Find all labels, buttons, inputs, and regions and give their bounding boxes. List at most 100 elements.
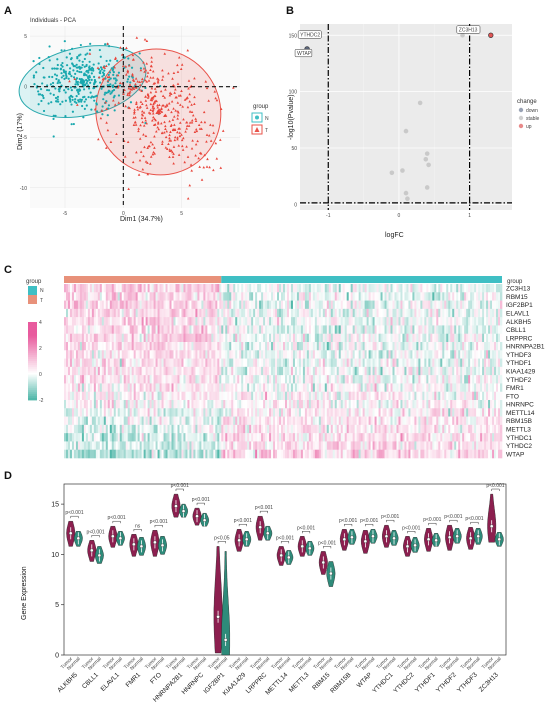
pca-point-n	[75, 101, 78, 105]
heatmap-cell	[193, 284, 196, 293]
pca-point-t	[139, 123, 142, 127]
color-scale-step	[28, 349, 37, 352]
heatmap-cell	[382, 284, 385, 293]
heatmap-cell	[83, 350, 87, 359]
pca-point-t	[193, 130, 197, 134]
color-scale-step	[28, 366, 37, 370]
pca-point-t	[177, 144, 181, 147]
volcano-point	[426, 162, 431, 168]
heatmap-cell	[362, 342, 365, 351]
heatmap-cell	[396, 366, 399, 376]
heatmap-cell	[69, 383, 73, 393]
heatmap-cell	[290, 383, 294, 393]
pca-point-t	[119, 46, 122, 49]
heatmap-cell	[370, 375, 373, 384]
heatmap-cell	[340, 317, 344, 326]
heatmap-cell	[249, 416, 252, 426]
heatmap-cell	[476, 366, 479, 376]
heatmap-cell	[127, 424, 130, 434]
heatmap-cell	[159, 391, 162, 401]
pca-point-n	[47, 55, 50, 59]
heatmap-cell	[89, 358, 93, 368]
pca-point-n	[96, 110, 99, 113]
heatmap-cell	[432, 300, 435, 310]
heatmap-cell	[456, 383, 459, 393]
heatmap-cell	[304, 375, 308, 384]
heatmap-cell	[372, 342, 375, 351]
heatmap-cell	[366, 416, 369, 426]
pca-point-n	[87, 69, 90, 72]
heatmap-cell	[221, 366, 224, 376]
heatmap-cell	[338, 375, 342, 384]
heatmap-cell	[281, 317, 284, 326]
heatmap-cell	[267, 292, 270, 301]
pca-point-t	[99, 116, 103, 120]
heatmap-cell	[424, 424, 427, 434]
heatmap-cell	[486, 400, 489, 409]
pca-point-t	[128, 106, 131, 110]
heatmap-cell	[255, 308, 258, 318]
heatmap-cell	[312, 350, 316, 359]
heatmap-cell	[398, 383, 401, 393]
heatmap-cell	[245, 308, 248, 318]
heatmap-cell	[165, 292, 168, 301]
heatmap-cell	[474, 375, 477, 384]
heatmap-cell	[414, 375, 417, 384]
heatmap-cell	[219, 400, 222, 409]
heatmap-cell	[346, 333, 349, 343]
heatmap-cell	[257, 350, 260, 359]
heatmap-cell	[215, 416, 218, 426]
heatmap-cell	[358, 342, 361, 351]
heatmap-cell	[215, 383, 218, 393]
pca-point-t	[144, 68, 148, 72]
heatmap-cell	[123, 416, 127, 426]
heatmap-cell	[406, 350, 409, 359]
heatmap-cell	[374, 325, 377, 335]
heatmap-cell	[103, 325, 107, 335]
heatmap-cell	[165, 350, 168, 359]
heatmap-cell	[87, 292, 91, 301]
heatmap-cell	[175, 408, 178, 417]
heatmap-cell	[290, 300, 294, 310]
heatmap-cell	[358, 333, 361, 343]
heatmap-cell	[239, 366, 242, 376]
heatmap-cell	[201, 308, 204, 318]
heatmap-cell	[396, 416, 399, 426]
heatmap-cell	[83, 358, 87, 368]
heatmap-cell	[131, 325, 134, 335]
pca-point-t	[138, 159, 142, 162]
heatmap-cell	[155, 383, 158, 393]
heatmap-cell	[458, 300, 461, 310]
heatmap-cell	[117, 317, 121, 326]
pca-point-t	[139, 68, 143, 72]
heatmap-cell	[360, 292, 363, 301]
heatmap-cell	[271, 308, 274, 318]
heatmap-cell	[374, 292, 377, 301]
heatmap-cell	[334, 284, 338, 293]
pca-point-t	[153, 135, 156, 138]
pca-point-t	[109, 140, 113, 143]
heatmap-cell	[173, 342, 176, 351]
heatmap-cell	[354, 292, 357, 301]
heatmap-cell	[408, 400, 411, 409]
heatmap-cell	[99, 317, 103, 326]
heatmap-cell	[458, 333, 461, 343]
heatmap-cell	[474, 300, 477, 310]
pca-point-n	[88, 66, 91, 69]
heatmap-cell	[241, 375, 244, 384]
heatmap-cell	[133, 333, 136, 343]
heatmap-cell	[281, 333, 284, 343]
pca-point-t	[153, 146, 156, 149]
heatmap-cell	[480, 400, 483, 409]
heatmap-cell	[251, 408, 254, 417]
heatmap-cell	[211, 292, 214, 301]
heatmap-cell	[360, 400, 363, 409]
heatmap-cell	[91, 317, 95, 326]
heatmap-cell	[253, 424, 256, 434]
heatmap-cell	[64, 292, 67, 301]
heatmap-cell	[229, 284, 232, 293]
heatmap-cell	[163, 342, 166, 351]
heatmap-cell	[71, 317, 75, 326]
heatmap-cell	[432, 284, 435, 293]
pca-point-n	[108, 78, 111, 81]
